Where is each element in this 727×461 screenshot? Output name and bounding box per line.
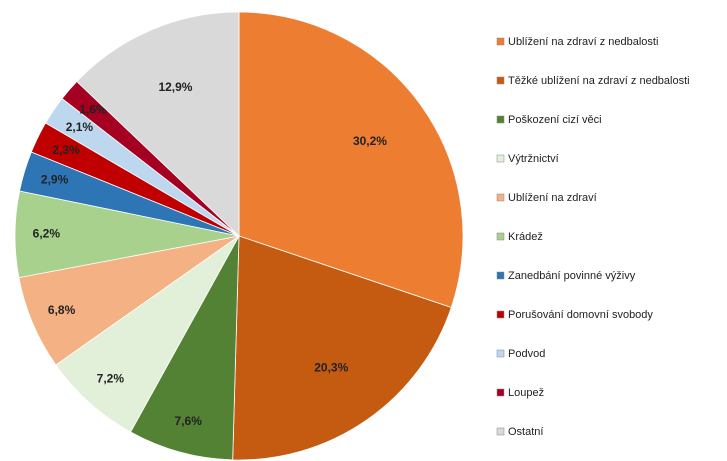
slice-label: 2,9% bbox=[41, 172, 69, 186]
legend-swatch bbox=[496, 193, 505, 202]
legend-swatch bbox=[496, 388, 505, 397]
pie-slice bbox=[76, 11, 240, 237]
legend-swatch bbox=[496, 37, 505, 46]
legend-label: Podvod bbox=[508, 348, 545, 360]
slice-label: 20,3% bbox=[314, 360, 348, 374]
legend-swatch bbox=[496, 232, 505, 241]
pie-slice bbox=[238, 11, 464, 308]
slice-label: 12,9% bbox=[158, 80, 192, 94]
slice-label: 1,6% bbox=[79, 102, 107, 116]
legend-swatch bbox=[496, 115, 505, 124]
legend-label: Výtržnictví bbox=[508, 153, 559, 165]
pie-slice bbox=[55, 235, 240, 433]
slice-label: 7,2% bbox=[97, 372, 125, 386]
legend-label: Ostatní bbox=[508, 426, 543, 438]
legend-swatch bbox=[496, 154, 505, 163]
legend-swatch bbox=[496, 349, 505, 358]
legend-label: Ublížení na zdraví bbox=[508, 192, 597, 204]
legend-label: Krádež bbox=[508, 231, 543, 243]
legend-label: Těžké ublížení na zdraví z nedbalosti bbox=[508, 75, 690, 87]
legend-swatch bbox=[496, 271, 505, 280]
slice-label: 2,3% bbox=[52, 143, 80, 157]
legend-swatch bbox=[496, 427, 505, 436]
slice-label: 30,2% bbox=[353, 134, 387, 148]
slice-label: 6,8% bbox=[48, 303, 76, 317]
legend-label: Loupež bbox=[508, 387, 544, 399]
legend-label: Porušování domovní svobody bbox=[508, 309, 653, 321]
legend-label: Poškození cizí věci bbox=[508, 114, 602, 126]
legend-swatch bbox=[496, 310, 505, 319]
pie-slice bbox=[232, 235, 452, 461]
pie-slice bbox=[130, 235, 240, 461]
legend-swatch bbox=[496, 76, 505, 85]
slice-label: 6,2% bbox=[33, 227, 61, 241]
legend-label: Ublížení na zdraví z nedbalosti bbox=[508, 36, 658, 48]
slice-label: 2,1% bbox=[66, 120, 94, 134]
slice-label: 7,6% bbox=[175, 414, 203, 428]
legend-label: Zanedbání povinné výživy bbox=[508, 270, 636, 282]
